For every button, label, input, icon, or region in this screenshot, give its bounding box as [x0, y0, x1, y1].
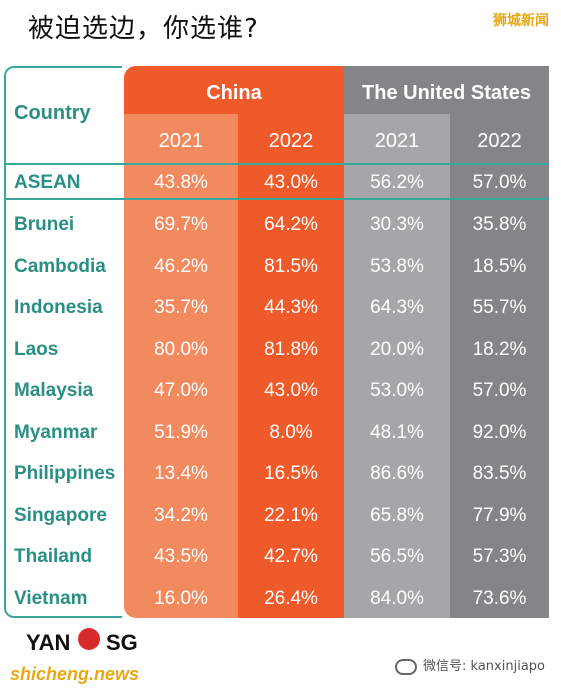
table-cell: 69.7% [154, 214, 208, 235]
table-cell: 80.0% [154, 338, 208, 360]
column-china-2022 [238, 66, 344, 618]
table-cell: 16.0% [154, 587, 208, 609]
country-name: Thailand [14, 546, 93, 567]
year-china-2021: 2021 [158, 130, 204, 152]
table-cell: 57.0% [472, 380, 527, 401]
table-cell: 81.8% [264, 338, 318, 360]
group-label-china: China [206, 82, 262, 104]
table-cell: 56.5% [370, 546, 424, 567]
table-cell: 34.2% [154, 504, 208, 526]
country-name: Malaysia [14, 380, 94, 401]
country-name: Indonesia [14, 297, 103, 318]
logo-text-right: SG [106, 630, 138, 655]
table-cell: 56.2% [370, 172, 424, 193]
country-name: Vietnam [14, 587, 88, 609]
country-name: Singapore [14, 504, 107, 526]
country-name: Laos [14, 338, 59, 360]
table-cell: 86.6% [370, 463, 424, 484]
table-cell: 8.0% [269, 421, 313, 443]
wechat-label: 微信号: kanxinjiapo [423, 659, 545, 674]
table-cell: 47.0% [154, 380, 208, 401]
country-name: Brunei [14, 214, 75, 235]
table-cell: 43.0% [264, 172, 318, 193]
country-name: Cambodia [14, 255, 106, 277]
country-column-header: Country [14, 102, 91, 124]
table-cell: 55.7% [472, 297, 527, 318]
table-cell: 20.0% [370, 338, 424, 360]
site-watermark: shicheng.news [10, 664, 140, 684]
table-cell: 64.3% [370, 297, 424, 318]
page-title: 被迫选边，你选谁? [28, 14, 259, 44]
table-cell: 18.2% [472, 338, 527, 360]
table-cell: 46.2% [154, 255, 208, 277]
table-cell: 30.3% [370, 214, 424, 235]
table-cell: 77.9% [472, 504, 527, 526]
table-cell: 48.1% [370, 421, 424, 443]
table-cell: 35.7% [154, 297, 208, 318]
table-cell: 57.0% [472, 172, 527, 193]
table-cell: 84.0% [370, 587, 424, 609]
table-cell: 43.0% [264, 380, 318, 401]
header-band-china [124, 66, 344, 114]
asean-bottom-divider [4, 198, 549, 200]
brand-watermark: 狮城新闻 [493, 13, 549, 29]
country-name: Philippines [14, 463, 116, 484]
year-us-2021: 2021 [374, 130, 420, 152]
table-cell: 43.5% [154, 546, 208, 567]
table-cell: 51.9% [154, 421, 208, 443]
column-china-2021 [124, 66, 238, 618]
table-cell: 64.2% [264, 214, 318, 235]
table-cell: 81.5% [264, 255, 318, 277]
country-name: Myanmar [14, 421, 98, 443]
logo-text-left: YAN [26, 630, 71, 655]
table-cell: 26.4% [264, 587, 318, 609]
year-china-2022: 2022 [268, 130, 314, 152]
wechat-id: 微信号: kanxinjiapo [395, 655, 545, 675]
table-cell: 44.3% [264, 297, 318, 318]
table-cell: 43.8% [154, 172, 208, 193]
header-band-us [344, 66, 549, 114]
table-cell: 42.7% [264, 546, 318, 567]
table-cell: 53.8% [370, 255, 424, 277]
year-us-2022: 2022 [477, 130, 522, 152]
table-cell: 16.5% [264, 463, 318, 484]
table-cell: 35.8% [472, 214, 527, 235]
table-cell: 18.5% [472, 255, 527, 277]
column-us-2021 [344, 66, 450, 618]
country-panel [4, 66, 122, 618]
table-cell: 73.6% [472, 587, 527, 609]
table-cell: 92.0% [472, 421, 527, 443]
table-cell: 83.5% [472, 463, 527, 484]
table-cell: 65.8% [370, 504, 424, 526]
wechat-icon [395, 658, 418, 675]
comparison-table: China The United States Country 2021 202… [4, 66, 549, 618]
group-label-us: The United States [362, 82, 531, 104]
table-cell: 53.0% [370, 380, 424, 401]
table-cell: 22.1% [264, 504, 318, 526]
column-us-2022 [450, 66, 549, 618]
country-name: ASEAN [14, 172, 81, 193]
asean-top-divider [4, 163, 549, 165]
logo-mark-icon [78, 628, 100, 650]
table-cell: 57.3% [472, 546, 527, 567]
table-cell: 13.4% [154, 463, 208, 484]
